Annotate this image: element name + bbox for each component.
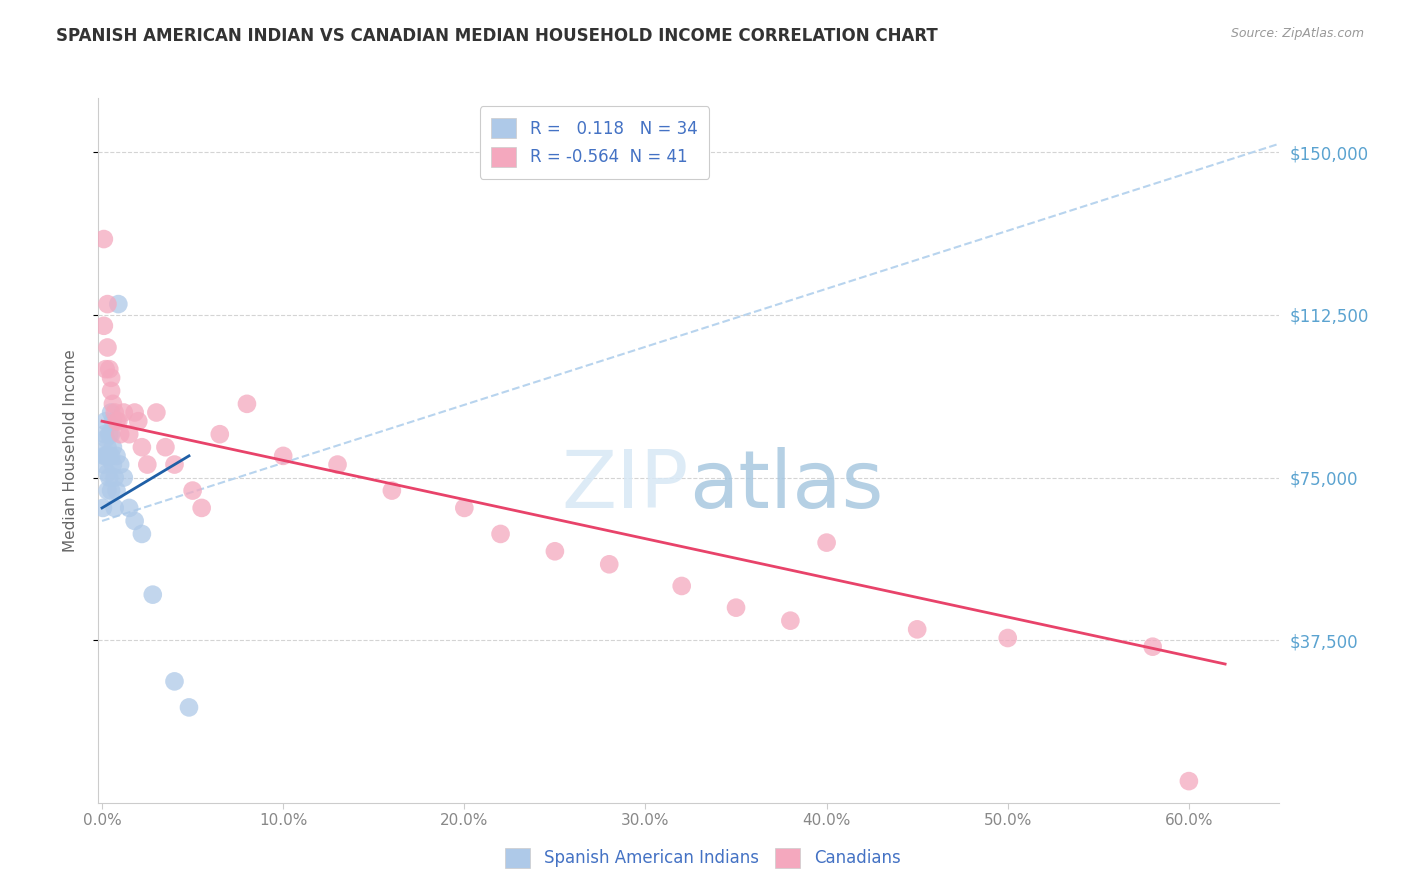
Point [98,427,121,442]
Point [107,414,129,428]
Point [100,449,122,463]
Point [104,500,127,515]
Point [815,535,838,549]
Point [96,449,118,463]
Point [101,458,124,472]
Point [236,397,259,411]
Point [779,614,801,628]
Point [453,500,475,515]
Point [94,427,117,442]
Point [489,527,512,541]
Point [163,674,186,689]
Point [108,458,131,472]
Point [104,405,127,419]
Point [101,414,124,428]
Point [105,449,128,463]
Point [93,458,115,472]
Point [96,341,118,355]
Point [101,440,124,454]
Point [94,362,117,376]
Text: SPANISH AMERICAN INDIAN VS CANADIAN MEDIAN HOUSEHOLD INCOME CORRELATION CHART: SPANISH AMERICAN INDIAN VS CANADIAN MEDI… [56,27,938,45]
Point [131,527,153,541]
Point [100,371,122,385]
Point [145,405,167,419]
Point [127,414,149,428]
Point [98,470,121,484]
Point [598,558,620,572]
Point [105,414,128,428]
Point [671,579,693,593]
Point [98,362,121,376]
Point [1178,774,1201,789]
Point [96,440,118,454]
Point [100,405,122,419]
Point [108,427,131,442]
Point [100,427,122,442]
Point [118,500,141,515]
Point [724,600,747,615]
Text: ZIP: ZIP [561,447,689,524]
Point [124,405,146,419]
Point [271,449,294,463]
Point [381,483,404,498]
Point [96,297,118,311]
Point [190,500,212,515]
Point [93,318,115,333]
Point [105,483,128,498]
Point [104,470,127,484]
Point [98,449,121,463]
Point [208,427,231,442]
Point [181,483,204,498]
Point [96,483,118,498]
Point [107,297,129,311]
Point [326,458,349,472]
Point [118,427,141,442]
Text: atlas: atlas [689,447,883,524]
Point [93,232,115,246]
Point [1142,640,1164,654]
Point [94,414,117,428]
Point [112,405,135,419]
Point [112,470,135,484]
Point [163,458,186,472]
Point [94,432,117,446]
Point [93,449,115,463]
Point [155,440,177,454]
Point [142,588,165,602]
Point [177,700,200,714]
Point [544,544,567,558]
Point [997,631,1019,645]
Point [91,500,114,515]
Y-axis label: Median Household Income: Median Household Income [63,349,77,552]
Point [124,514,146,528]
Point [136,458,159,472]
Legend: R =   0.118   N = 34, R = -0.564  N = 41: R = 0.118 N = 34, R = -0.564 N = 41 [479,106,709,178]
Point [100,384,122,398]
Legend: Spanish American Indians, Canadians: Spanish American Indians, Canadians [499,841,907,875]
Point [100,483,122,498]
Point [131,440,153,454]
Text: Source: ZipAtlas.com: Source: ZipAtlas.com [1230,27,1364,40]
Point [905,623,928,637]
Point [101,397,124,411]
Point [96,467,118,481]
Point [94,449,117,463]
